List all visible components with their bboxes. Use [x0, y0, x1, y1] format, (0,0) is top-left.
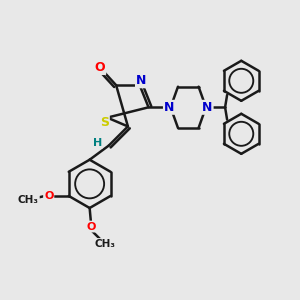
Text: O: O — [44, 191, 53, 201]
Text: N: N — [202, 101, 213, 114]
Text: O: O — [86, 222, 96, 232]
Text: CH₃: CH₃ — [18, 195, 39, 205]
Text: H: H — [93, 138, 102, 148]
Text: CH₃: CH₃ — [94, 239, 116, 249]
Text: N: N — [164, 101, 174, 114]
Text: S: S — [100, 116, 109, 128]
Text: N: N — [136, 74, 146, 87]
Text: O: O — [94, 61, 105, 74]
